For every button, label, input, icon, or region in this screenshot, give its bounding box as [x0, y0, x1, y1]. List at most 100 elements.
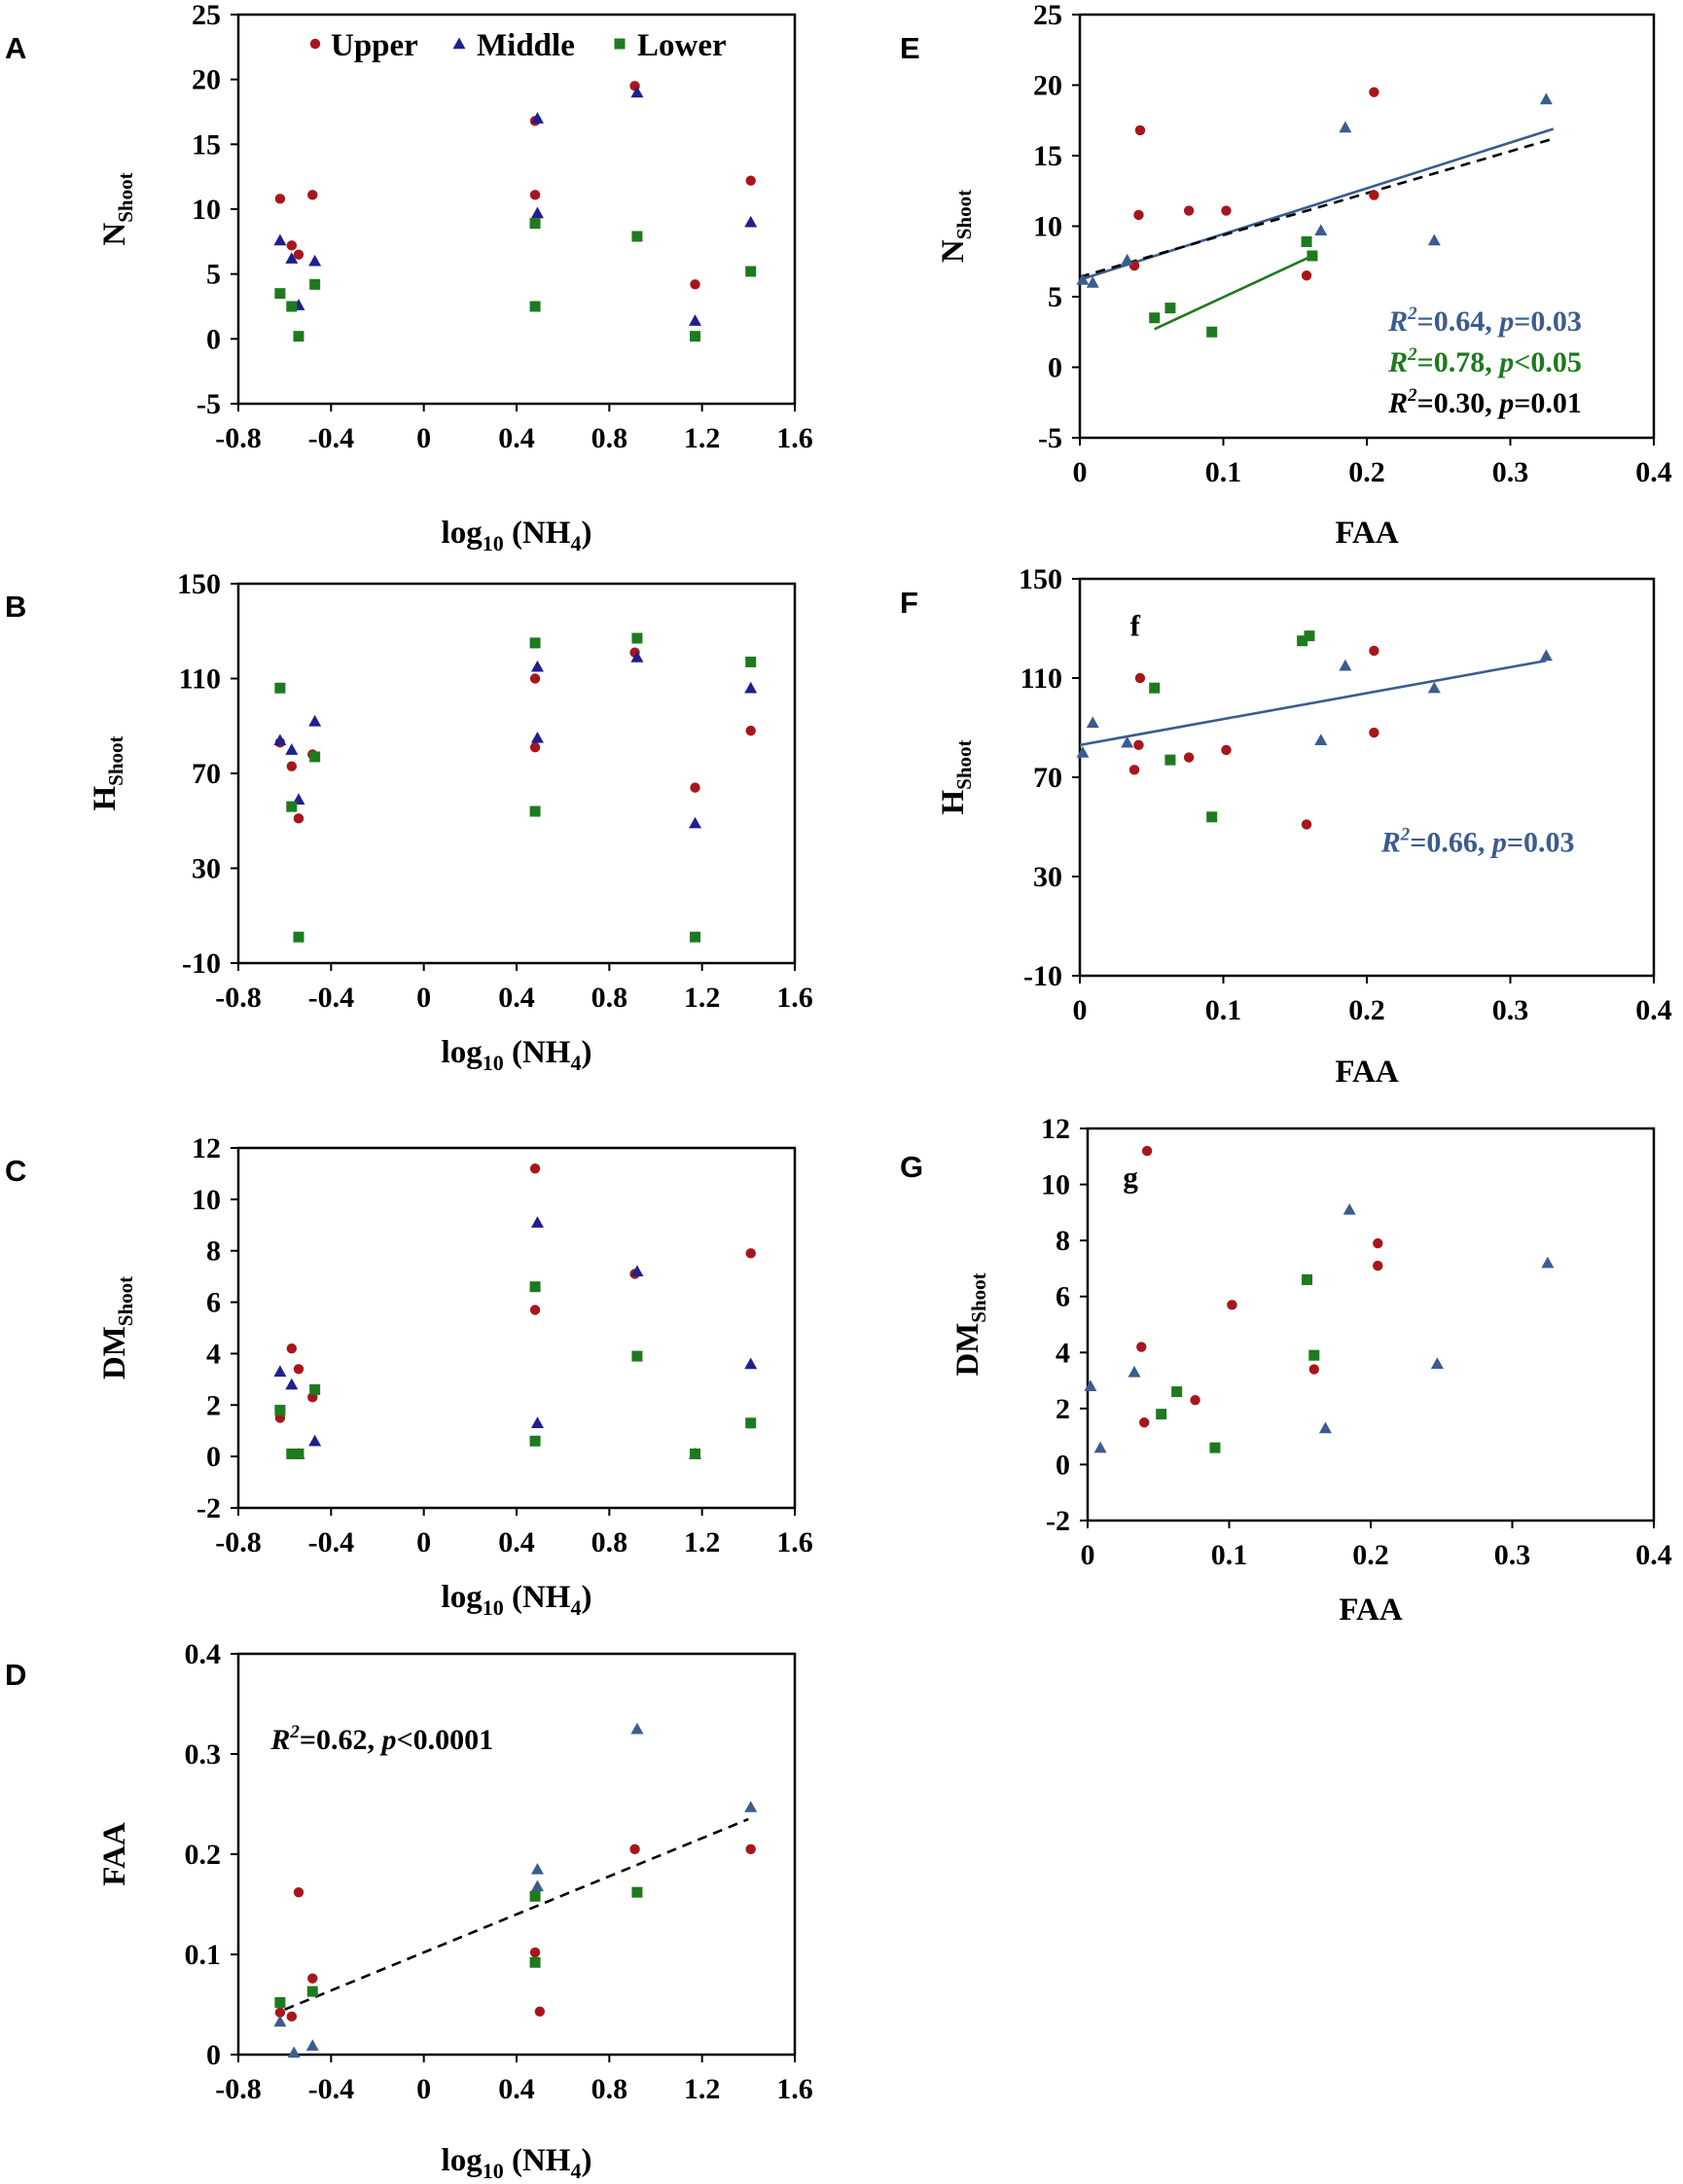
x-tick-label: 0.8 — [591, 2073, 628, 2105]
x-tick-label: 0.4 — [498, 1526, 535, 1558]
point-upper — [1133, 209, 1144, 221]
stat-annotation: R2=0.30, p=0.01 — [1387, 385, 1582, 419]
point-upper — [286, 1343, 298, 1354]
point-upper — [286, 2011, 298, 2023]
legend-label-lower: Lower — [637, 28, 727, 63]
legend-marker-upper — [309, 38, 321, 50]
point-middle — [1314, 734, 1328, 745]
x-tick-label: 1.6 — [776, 2073, 813, 2105]
point-middle — [630, 651, 644, 662]
point-lower — [1171, 1386, 1183, 1398]
point-middle — [285, 743, 299, 755]
point-lower — [1149, 312, 1161, 324]
y-tick-label: 30 — [1033, 861, 1062, 893]
plot-frame — [236, 13, 797, 406]
point-upper — [1373, 1260, 1383, 1271]
point-middle — [530, 206, 544, 219]
y-tick-label: 25 — [1033, 0, 1062, 31]
point-upper — [1183, 205, 1195, 216]
point-middle — [1093, 1441, 1107, 1453]
point-lower — [529, 218, 541, 230]
point-lower — [309, 751, 321, 763]
point-upper — [529, 1163, 541, 1174]
point-lower — [274, 1996, 286, 2008]
point-middle — [1076, 273, 1090, 285]
y-tick-label: 110 — [1021, 662, 1062, 695]
point-upper — [745, 725, 756, 736]
point-upper — [1301, 819, 1312, 830]
x-tick-label: 0 — [416, 422, 431, 454]
point-middle — [1121, 253, 1134, 266]
panel-b: B -0.8 -0.4 0 0.4 0.8 1.2 1.6 -10 30 70 110 150 log10… — [5, 568, 813, 1075]
point-upper — [286, 240, 298, 251]
point-middle — [308, 1434, 322, 1447]
y-tick-label: 6 — [206, 1287, 221, 1319]
point-middle — [285, 1378, 299, 1390]
point-middle — [630, 1265, 644, 1277]
point-middle — [530, 1880, 544, 1892]
panel-label: G — [900, 1150, 923, 1184]
point-lower — [274, 1405, 286, 1416]
y-tick-label: 4 — [206, 1338, 221, 1370]
point-upper — [745, 175, 756, 186]
y-tick-label: 15 — [1033, 140, 1062, 172]
point-middle — [689, 816, 702, 829]
point-upper — [745, 1248, 756, 1259]
y-tick-label: 8 — [1056, 1225, 1070, 1257]
point-upper — [1369, 87, 1379, 97]
point-lower — [274, 682, 286, 694]
point-upper — [293, 249, 304, 260]
point-middle — [689, 314, 702, 326]
y-tick-label: 15 — [192, 128, 221, 161]
y-tick-label: -2 — [197, 1492, 221, 1524]
y-tick-label: 0.2 — [185, 1839, 222, 1871]
y-tick-label: 0 — [206, 2039, 221, 2071]
point-middle — [1430, 1357, 1444, 1369]
y-tick-label: 0 — [206, 1441, 221, 1473]
x-tick-label: -0.8 — [215, 982, 262, 1014]
point-upper — [1221, 744, 1232, 756]
x-tick-label: 1.2 — [684, 2073, 721, 2105]
y-tick-label: 5 — [1048, 281, 1062, 313]
x-tick-label: 1.2 — [684, 1526, 721, 1558]
x-tick-label: 0 — [416, 1526, 431, 1558]
point-middle — [744, 1357, 758, 1370]
point-lower — [1308, 1349, 1320, 1361]
point-lower — [631, 1350, 643, 1362]
point-lower — [529, 637, 541, 649]
panel-f: F 0 0.1 0.2 0.3 0.4 -10 30 70 110 150 FAA HShoot f R2=… — [900, 563, 1672, 1090]
point-lower — [309, 1383, 321, 1395]
plot-frame — [236, 582, 797, 965]
point-lower — [286, 1449, 298, 1459]
point-middle — [1128, 1365, 1141, 1378]
point-middle — [287, 2046, 301, 2059]
trend-line — [1079, 659, 1547, 747]
y-tick-label: 10 — [1033, 211, 1062, 243]
x-tick-label: -0.4 — [308, 422, 355, 454]
point-upper — [529, 741, 541, 753]
y-tick-label: 25 — [192, 0, 221, 31]
x-tick-label: 0.2 — [1352, 1539, 1389, 1571]
y-tick-label: 0.3 — [185, 1738, 222, 1771]
point-lower — [745, 1417, 757, 1429]
point-upper — [629, 1844, 640, 1855]
point-lower — [529, 301, 541, 312]
y-tick-label: 20 — [192, 64, 221, 96]
point-middle — [530, 112, 544, 124]
legend-label-middle: Middle — [477, 28, 575, 63]
point-lower — [293, 931, 304, 943]
point-middle — [308, 714, 322, 727]
panel-label: C — [5, 1154, 26, 1188]
point-lower — [1307, 250, 1318, 262]
point-upper — [690, 782, 700, 793]
x-tick-label: 0.4 — [498, 2073, 535, 2105]
point-upper — [690, 279, 700, 290]
x-axis-label: FAA — [1339, 1593, 1403, 1628]
y-tick-label: 150 — [1019, 563, 1062, 595]
x-tick-label: 0.4 — [498, 982, 535, 1014]
point-lower — [1209, 1442, 1221, 1453]
y-axis-label: NShoot — [97, 172, 137, 245]
trend-line — [1154, 254, 1313, 331]
point-upper — [1369, 727, 1379, 738]
point-lower — [690, 331, 701, 342]
